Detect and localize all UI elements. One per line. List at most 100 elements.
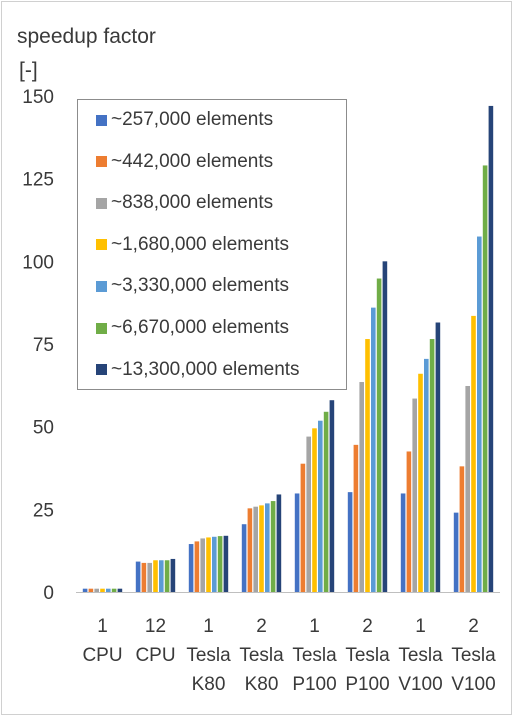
y-tick-label: 75 [33,335,54,356]
bar [276,494,282,592]
x-tick-label: 1 [203,616,214,637]
x-tick-label: K80 [245,674,279,695]
bar [194,541,200,592]
x-tick-label: Tesla [345,645,390,666]
bar [329,400,335,592]
legend-item: ~6,670,000 elements [96,314,289,342]
bar [159,560,164,592]
bar [488,105,494,593]
bar [347,492,353,592]
bar [135,561,141,592]
bar [200,538,205,592]
bars-group [82,105,494,593]
x-tick-label: CPU [82,645,122,666]
x-tick-label: V100 [398,674,442,695]
x-tick-label: P100 [292,674,336,695]
y-axis-ticks: 0 25 50 75 100 125 150 [22,87,54,604]
x-tick-label: 2 [362,616,373,637]
bar [406,451,412,592]
bar [471,315,476,592]
bar [459,466,465,592]
y-axis-title-line1: speedup factor [17,25,156,48]
bar [241,524,247,592]
legend-label: ~6,670,000 elements [111,317,289,338]
bar [306,436,311,592]
bar [300,463,306,592]
x-tick-label: K80 [192,674,226,695]
legend-item: ~257,000 elements [96,106,273,134]
x-tick-label: 2 [256,616,267,637]
y-tick-label: 100 [22,252,54,273]
bar [94,588,99,592]
legend-label: ~3,330,000 elements [111,275,289,297]
bar [82,588,88,592]
bar [253,506,258,592]
legend-item: ~13,300,000 elements [96,356,300,384]
bar [164,560,170,592]
bar [477,236,482,592]
bar [188,544,194,592]
x-tick-label: CPU [135,645,175,666]
legend: ~257,000 elements ~442,000 elements ~838,0… [77,99,347,390]
x-tick-label: Tesla [239,645,284,666]
bar [265,503,270,592]
bar [223,535,229,592]
y-axis-title-line2: [-] [19,59,38,82]
bar [259,505,264,592]
legend-swatch [96,239,107,251]
bar [418,373,423,592]
bar [88,588,94,592]
x-tick-label: P100 [345,674,389,695]
bar [400,493,406,592]
x-tick-label: V100 [451,674,495,695]
bar [376,278,382,592]
legend-label: ~257,000 elements [111,109,274,130]
legend-swatch [96,280,107,292]
legend-swatch [96,197,107,209]
legend-label: ~442,000 elements [111,150,274,172]
y-tick-label: 125 [22,170,54,191]
x-tick-label: 1 [415,616,426,637]
x-tick-label: Tesla [451,645,496,666]
bar [429,339,435,592]
bar [141,562,147,592]
x-tick-label: 1 [97,616,108,637]
bar [247,508,253,592]
legend-label: ~13,300,000 elements [111,358,300,380]
bar [318,420,323,592]
bar [435,322,441,592]
legend-label: ~838,000 elements [111,192,274,214]
x-tick-label: Tesla [292,645,337,666]
bar [153,560,158,592]
x-tick-label: Tesla [186,645,231,666]
bar [100,588,105,592]
bar [106,588,111,592]
legend-swatch [96,364,107,376]
legend-item: ~442,000 elements [96,148,273,176]
y-tick-label: 0 [43,583,54,604]
bar [294,493,300,592]
bar [270,501,276,592]
legend-swatch [96,114,107,126]
bar [359,382,364,592]
y-tick-label: 50 [33,418,54,439]
bar [365,339,370,592]
y-tick-label: 150 [22,87,54,108]
bar [382,261,388,592]
bar [212,536,217,592]
bar [312,428,317,592]
bar [147,562,152,592]
x-tick-label: Tesla [398,645,443,666]
legend-item: ~3,330,000 elements [96,272,289,300]
x-axis-labels: 1CPU12CPU1TeslaK802TeslaK801TeslaP1002Te… [82,616,496,695]
legend-item: ~838,000 elements [96,189,273,217]
legend-swatch [96,322,107,334]
bar [453,512,459,592]
bar [353,444,359,592]
bar [206,537,211,592]
bar [482,165,488,592]
y-tick-label: 25 [33,500,54,521]
bar [323,411,329,592]
